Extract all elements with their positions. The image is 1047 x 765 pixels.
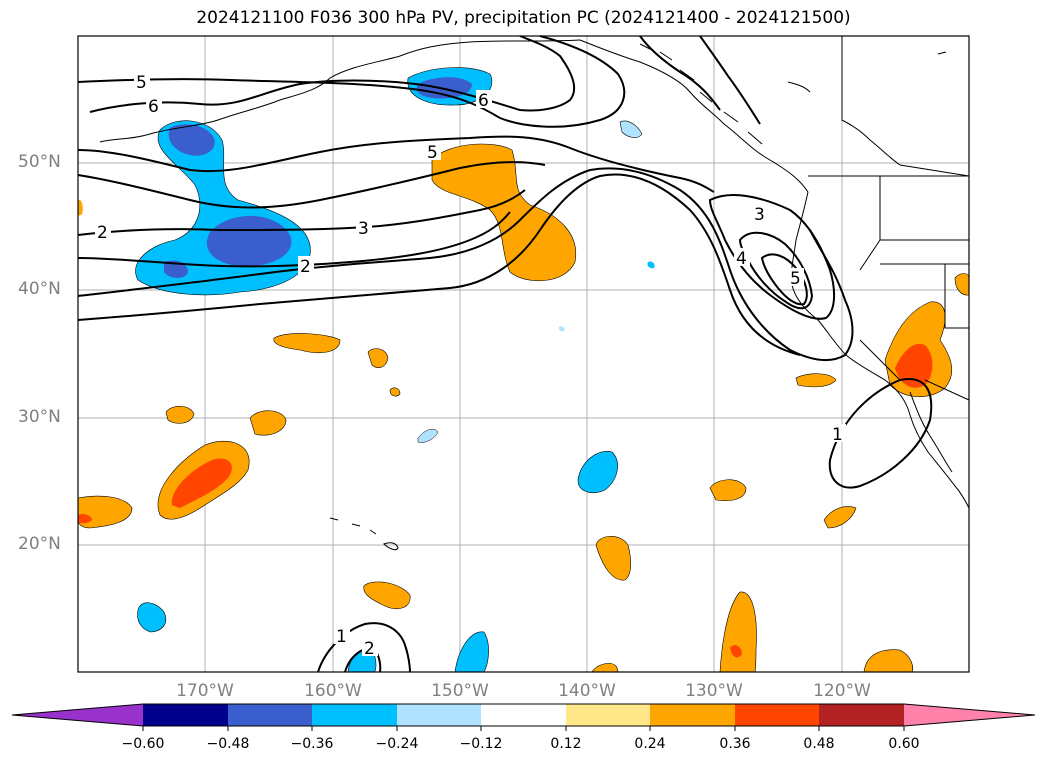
colorbar-tick-label: −0.36: [290, 736, 334, 752]
colorbar-segment: [650, 704, 735, 726]
colorbar-tick-label: 0.48: [803, 736, 835, 752]
contour-label: 2: [97, 223, 108, 243]
contour-label: 2: [364, 639, 375, 659]
lon-label: 120°W: [813, 681, 871, 701]
lon-label: 130°W: [685, 681, 743, 701]
colorbar-tick-label: 0.36: [719, 736, 751, 752]
colorbar-segment: [481, 704, 566, 726]
contour-label: 6: [148, 97, 159, 117]
contour-label: 5: [790, 269, 801, 289]
contour-label: 6: [478, 91, 489, 111]
contour-label: 5: [427, 143, 438, 163]
colorbar-tick-label: −0.60: [121, 736, 165, 752]
lon-label: 150°W: [431, 681, 489, 701]
colorbar: [11, 703, 1036, 731]
contour-label: 3: [754, 205, 765, 225]
contour-label: 5: [136, 73, 147, 93]
colorbar-segment: [566, 704, 650, 726]
map-title: 2024121100 F036 300 hPa PV, precipitatio…: [196, 8, 851, 28]
lat-label: 30°N: [18, 407, 61, 427]
lat-label: 40°N: [18, 279, 61, 299]
contour-label: 3: [358, 219, 369, 239]
lon-label: 140°W: [558, 681, 616, 701]
colorbar-tick-label: 0.12: [550, 736, 582, 752]
lon-label: 170°W: [176, 681, 234, 701]
positive-anomaly-shading: [77, 143, 970, 673]
colorbar-tick-label: 0.60: [888, 736, 920, 752]
lat-label: 20°N: [18, 534, 61, 554]
contour-label: 2: [300, 257, 311, 277]
colorbar-segment: [312, 704, 397, 726]
colorbar-tick-label: 0.24: [634, 736, 666, 752]
colorbar-tick-label: −0.12: [459, 736, 503, 752]
lon-label: 160°W: [304, 681, 362, 701]
colorbar-segment: [228, 704, 312, 726]
lat-label: 50°N: [18, 152, 61, 172]
colorbar-max-extension: [904, 704, 1035, 726]
map-frame: [77, 35, 970, 673]
contour-labels: 5 6 6 5 3 2 2 3 4 5 1 1 2: [95, 72, 846, 659]
colorbar-tick-label: −0.24: [375, 736, 419, 752]
negative-anomaly-shading: [135, 67, 655, 673]
colorbar-segment: [735, 704, 819, 726]
colorbar-segment: [143, 704, 228, 726]
colorbar-tick-label: −0.48: [206, 736, 250, 752]
contour-label: 4: [736, 249, 747, 269]
map-area: [78, 36, 969, 672]
colorbar-segment: [819, 704, 904, 726]
colorbar-segment: [397, 704, 481, 726]
colorbar-min-extension: [12, 704, 143, 726]
contour-label: 1: [336, 627, 347, 647]
contour-label: 1: [832, 425, 843, 445]
coastlines: [99, 36, 970, 551]
